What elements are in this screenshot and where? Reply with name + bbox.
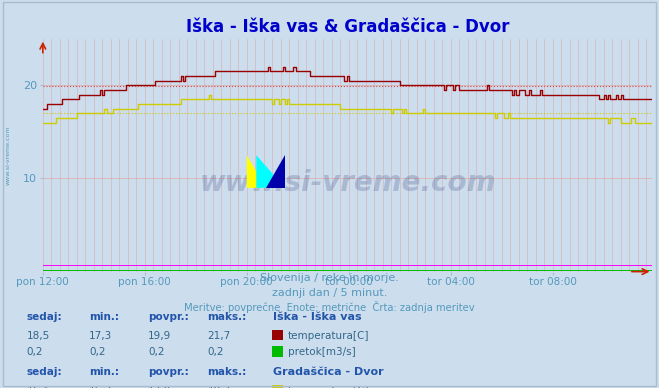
Text: 0,2: 0,2 xyxy=(148,347,165,357)
Polygon shape xyxy=(246,155,266,188)
Text: povpr.:: povpr.: xyxy=(148,367,189,377)
Text: Meritve: povprečne  Enote: metrične  Črta: zadnja meritev: Meritve: povprečne Enote: metrične Črta:… xyxy=(184,301,475,313)
Text: 17,0: 17,0 xyxy=(148,386,171,388)
Text: 0,2: 0,2 xyxy=(26,347,43,357)
Text: www.si-vreme.com: www.si-vreme.com xyxy=(5,125,11,185)
Text: Slovenija / reke in morje.: Slovenija / reke in morje. xyxy=(260,273,399,283)
Text: 19,9: 19,9 xyxy=(148,331,171,341)
Polygon shape xyxy=(256,155,285,188)
Text: Iška - Iška vas: Iška - Iška vas xyxy=(273,312,362,322)
Text: 0,2: 0,2 xyxy=(208,347,224,357)
Text: temperatura[C]: temperatura[C] xyxy=(288,386,370,388)
Text: min.:: min.: xyxy=(89,312,119,322)
Text: pretok[m3/s]: pretok[m3/s] xyxy=(288,347,356,357)
Title: Iška - Iška vas & Gradaščica - Dvor: Iška - Iška vas & Gradaščica - Dvor xyxy=(186,18,509,36)
Text: maks.:: maks.: xyxy=(208,367,247,377)
Polygon shape xyxy=(266,155,285,188)
Text: sedaj:: sedaj: xyxy=(26,312,62,322)
Text: 16,1: 16,1 xyxy=(26,386,49,388)
Text: povpr.:: povpr.: xyxy=(148,312,189,322)
Text: 18,5: 18,5 xyxy=(26,331,49,341)
Text: zadnji dan / 5 minut.: zadnji dan / 5 minut. xyxy=(272,288,387,298)
Text: Gradaščica - Dvor: Gradaščica - Dvor xyxy=(273,367,384,377)
Text: 0,2: 0,2 xyxy=(89,347,105,357)
Text: min.:: min.: xyxy=(89,367,119,377)
Text: sedaj:: sedaj: xyxy=(26,367,62,377)
Text: temperatura[C]: temperatura[C] xyxy=(288,331,370,341)
Text: 17,3: 17,3 xyxy=(89,331,112,341)
Text: www.si-vreme.com: www.si-vreme.com xyxy=(200,169,496,197)
Text: 15,3: 15,3 xyxy=(89,386,112,388)
Text: maks.:: maks.: xyxy=(208,312,247,322)
Text: 18,7: 18,7 xyxy=(208,386,231,388)
Text: 21,7: 21,7 xyxy=(208,331,231,341)
